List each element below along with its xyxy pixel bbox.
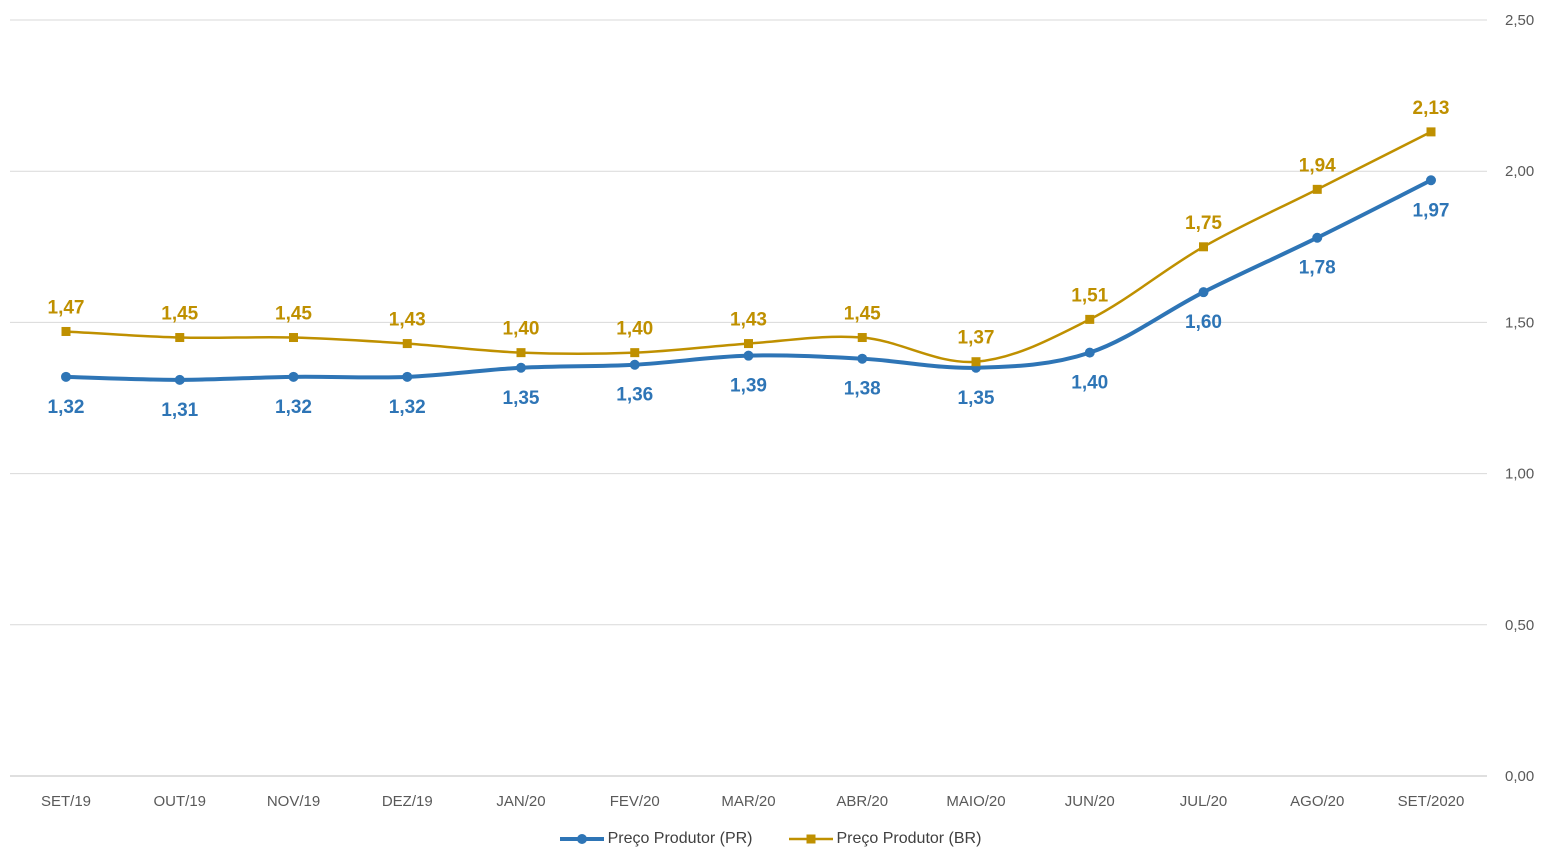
data-label: 1,35 (958, 388, 995, 409)
legend: Preço Produtor (PR) Preço Produtor (BR) (0, 830, 1541, 848)
data-label: 1,47 (48, 297, 85, 318)
y-axis-ticks: 0,00 0,50 1,00 1,50 2,00 2,50 (1505, 12, 1534, 785)
x-tick-label: FEV/20 (610, 793, 660, 810)
data-label: 1,45 (161, 304, 198, 325)
series-group: 1,32 1,31 1,32 1,32 1,35 1,36 1,39 1,38 1,35 1,40… (48, 98, 1450, 421)
series-preco-produtor-br: 1,47 1,45 1,45 1,43 1,40 1,40 1,43 1,45 1,37 1,51… (48, 98, 1450, 367)
y-tick-label: 0,50 (1505, 617, 1534, 634)
x-tick-label: JUN/20 (1065, 793, 1115, 810)
x-tick-label: OUT/19 (153, 793, 206, 810)
data-point (402, 371, 413, 382)
data-label: 1,75 (1185, 213, 1222, 234)
y-tick-label: 1,50 (1505, 314, 1534, 331)
data-point (744, 339, 753, 349)
x-tick-label: JUL/20 (1180, 793, 1228, 810)
data-label: 1,40 (616, 319, 653, 340)
data-point (1312, 232, 1323, 243)
data-label: 1,78 (1299, 258, 1336, 279)
data-label: 1,40 (1071, 373, 1108, 394)
legend-swatch-br (788, 834, 833, 844)
data-point (971, 357, 981, 367)
y-tick-label: 2,50 (1505, 12, 1534, 29)
data-label: 1,31 (161, 400, 198, 421)
data-label: 1,51 (1071, 285, 1108, 306)
x-tick-label: MAIO/20 (946, 793, 1005, 810)
data-point (402, 339, 412, 349)
x-tick-label: MAR/20 (721, 793, 775, 810)
legend-label-br: Preço Produtor (BR) (836, 830, 982, 847)
series-line (65, 178, 1432, 382)
data-label: 1,43 (389, 310, 426, 331)
data-point (857, 353, 868, 364)
gridlines (10, 19, 1487, 777)
data-label: 1,38 (844, 379, 881, 400)
legend-item-br: Preço Produtor (BR) (788, 830, 982, 848)
y-tick-label: 0,00 (1505, 768, 1534, 785)
data-point (1426, 127, 1436, 137)
data-point (630, 348, 640, 358)
data-point (1312, 184, 1322, 194)
data-label: 2,13 (1413, 98, 1450, 119)
y-tick-label: 1,00 (1505, 466, 1534, 483)
data-label: 1,60 (1185, 312, 1222, 333)
data-point (61, 371, 71, 382)
data-label: 1,32 (275, 397, 312, 418)
data-point (516, 348, 526, 358)
x-tick-label: JAN/20 (496, 793, 545, 810)
x-tick-label: SET/19 (41, 793, 91, 810)
data-point (1085, 314, 1095, 324)
y-tick-label: 2,00 (1505, 163, 1534, 180)
data-point (857, 333, 867, 343)
data-label: 1,32 (389, 397, 426, 418)
data-point (1198, 287, 1209, 298)
data-point (516, 362, 526, 373)
data-label: 1,37 (958, 328, 995, 349)
x-tick-label: AGO/20 (1290, 793, 1344, 810)
data-point (174, 374, 185, 385)
data-label: 1,43 (730, 310, 767, 331)
series-preco-produtor-pr: 1,32 1,31 1,32 1,32 1,35 1,36 1,39 1,38 1,35 1,40… (48, 175, 1450, 421)
x-tick-label: DEZ/19 (382, 793, 433, 810)
data-label: 1,45 (844, 304, 881, 325)
data-point (1084, 347, 1095, 358)
x-tick-label: NOV/19 (267, 793, 320, 810)
data-label: 1,32 (48, 397, 85, 418)
legend-item-pr: Preço Produtor (PR) (559, 830, 753, 848)
data-label: 1,40 (503, 319, 540, 340)
legend-swatch-pr (559, 834, 604, 844)
x-axis-ticks: SET/19 OUT/19 NOV/19 DEZ/19 JAN/20 FEV/20 MAR/… (41, 793, 1464, 810)
data-point (743, 350, 754, 361)
data-label: 1,35 (503, 388, 540, 409)
data-label: 1,94 (1299, 155, 1336, 176)
data-point (61, 326, 71, 336)
data-label: 1,36 (616, 385, 653, 406)
data-point (288, 371, 299, 382)
data-point (1426, 175, 1436, 186)
legend-label-pr: Preço Produtor (PR) (607, 830, 753, 847)
data-point (629, 359, 640, 370)
data-label: 1,45 (275, 304, 312, 325)
data-point (1199, 242, 1208, 252)
x-tick-label: ABR/20 (836, 793, 888, 810)
data-label: 1,97 (1413, 200, 1450, 221)
data-point (289, 333, 298, 343)
data-label: 1,39 (730, 376, 767, 397)
x-tick-label: SET/2020 (1398, 793, 1465, 810)
data-point (175, 333, 185, 343)
